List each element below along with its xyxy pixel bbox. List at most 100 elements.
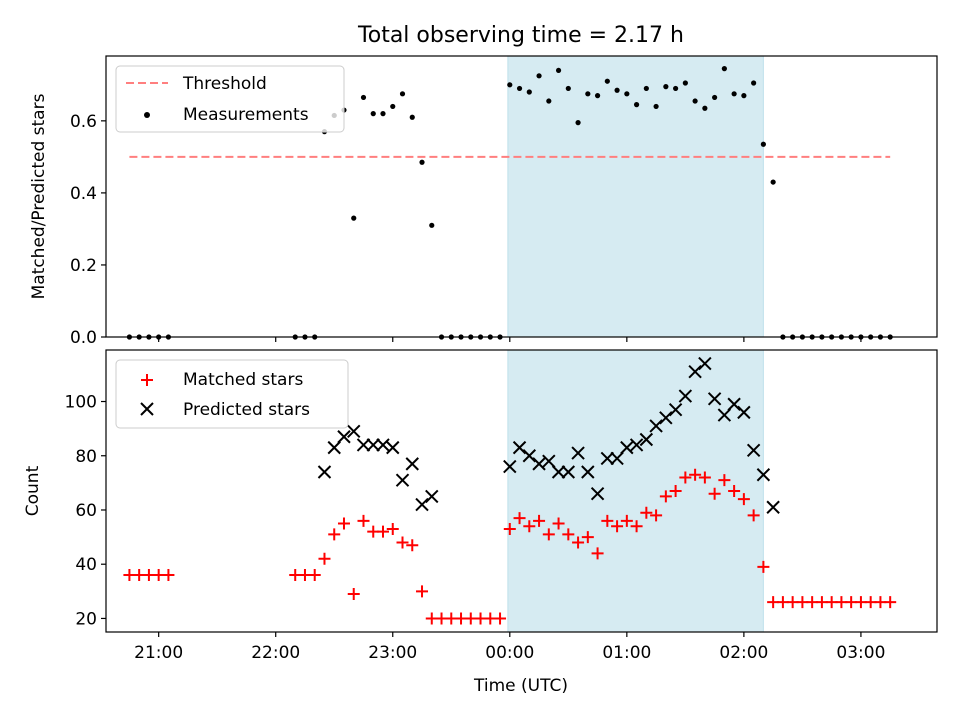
bottom-y-axis-label: Count [23,465,43,516]
measurements-point [770,179,776,185]
measurements-point [624,91,630,97]
top-y-tick-label: 0.6 [70,112,97,132]
top-y-tick-label: 0.2 [70,256,97,276]
predicted-stars-point [405,457,419,471]
measurements-point [614,87,620,93]
matched-stars-legend-marker [141,374,153,386]
predicted-stars-point [512,440,527,455]
threshold-legend-label: Threshold [182,74,267,94]
predicted-stars-point [659,411,673,425]
predicted-stars-point [590,487,605,501]
top-panel: 0.0 0.2 0.4 0.6 Matched/Predicted stars Thr… [29,55,938,348]
top-observing-window [507,55,764,338]
predicted-stars-point [337,430,351,444]
matched-stars-point [572,536,585,549]
bottom-y-tick-label: 80 [75,447,97,467]
bottom-y-tick-label: 60 [75,501,97,521]
measurements-point [565,85,571,92]
x-tick-label: 03:00 [836,643,885,663]
measurements-point [575,120,581,126]
predicted-stars-point [571,446,585,460]
matched-stars-point [659,490,672,503]
x-tick-label: 00:00 [485,643,534,663]
matched-stars-point [406,539,419,552]
measurements-point [380,111,386,117]
matched-stars-point [591,547,604,560]
matched-stars-point [562,528,575,541]
predicted-stars-point [620,440,634,455]
matched-stars-point [386,522,399,535]
matched-stars-point [377,525,389,538]
x-axis-label: Time (UTC) [473,676,568,696]
matched-stars-point [640,506,653,519]
measurements-point [712,94,718,101]
matched-stars-point [884,596,897,609]
top-y-tick-label: 0.0 [70,328,97,348]
x-tick-label: 02:00 [719,643,768,663]
bottom-observing-window [507,349,764,633]
matched-stars-point [601,514,614,527]
predicted-stars-point [756,468,771,482]
x-tick-label: 01:00 [602,643,651,663]
measurements-point [370,111,376,117]
matched-stars-point [689,468,702,481]
top-legend: Threshold Measurements [115,65,345,133]
predicted-stars-point [415,497,429,512]
predicted-stars-point [727,397,741,411]
predicted-stars-point [376,438,390,452]
measurements-point [741,93,747,99]
measurements-point [419,159,425,165]
predicted-stars-point [542,454,556,468]
predicted-stars-point [668,402,683,417]
matched-stars-point [308,569,321,582]
predicted-stars-point [425,489,439,504]
matched-stars-point [357,514,370,527]
matched-stars-point [513,512,526,525]
top-legend-box [115,65,345,133]
predicted-stars-legend-marker [140,402,154,416]
matched-stars-point [162,569,175,582]
matched-stars-point [708,487,721,500]
measurements-point [604,78,610,84]
bottom-panel-frame [105,349,938,633]
predicted-stars-point [581,465,595,479]
bottom-panel: 20 40 60 80 100 21:00 22:00 23:00 00:00 01:00 02:0… [23,349,938,663]
measurements-point [760,141,766,147]
predicted-stars-point [610,451,624,466]
predicted-stars-point [717,408,732,422]
measurements-point [653,103,659,110]
predicted-stars-point [698,356,712,371]
matched-stars-point [757,560,770,573]
predicted-stars-point [639,432,654,447]
matched-stars-point [328,528,341,541]
predicted-stars-legend-label: Predicted stars [183,400,310,420]
matched-stars-point [747,509,760,522]
matched-stars-point [523,520,536,533]
predicted-stars-point [688,364,702,379]
bottom-legend-box [115,359,349,429]
measurements-point [351,215,357,221]
matched-stars-point [533,514,546,527]
predicted-stars-point [327,440,341,455]
matched-stars-point [337,517,350,530]
bottom-y-tick-label: 20 [75,609,97,629]
matched-stars-point [318,552,331,565]
measurements-point [751,80,757,86]
measurements-point [721,66,727,72]
predicted-stars-point [649,419,663,433]
measurements-point [594,93,601,99]
predicted-stars-point [551,465,566,479]
matched-stars-point [503,522,516,535]
top-y-tick-label: 0.4 [70,184,97,204]
x-tick-label: 21:00 [134,643,183,663]
predicted-stars-point [522,449,537,463]
measurements-point [429,222,435,228]
matched-stars-point [620,514,633,527]
matched-stars-point [650,509,663,522]
predicted-stars-point [561,465,576,479]
measurements-point [663,84,669,90]
measurements-point [360,94,367,101]
measurements-point [633,102,640,108]
predicted-stars-point [532,457,546,471]
